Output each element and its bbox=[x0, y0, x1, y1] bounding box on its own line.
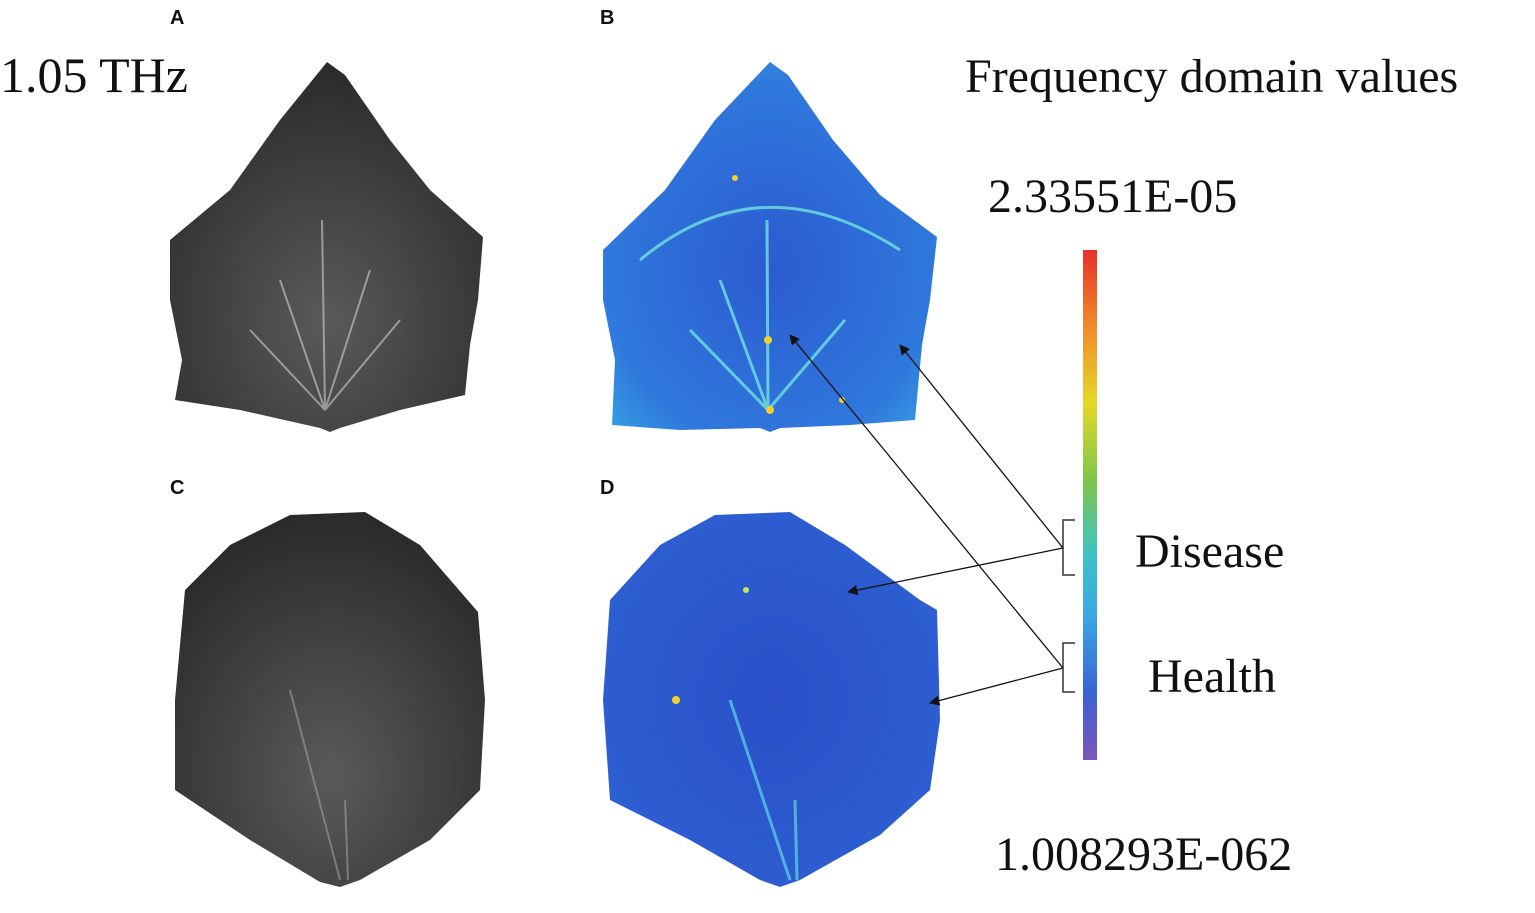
leaf-c bbox=[175, 512, 485, 887]
colorbar-max: 2.33551E-05 bbox=[988, 170, 1237, 223]
colorbar bbox=[1083, 250, 1097, 760]
bracket bbox=[1062, 519, 1075, 576]
panel-label: B bbox=[600, 7, 614, 29]
leaf-b bbox=[603, 62, 937, 432]
panel-label: A bbox=[170, 7, 184, 29]
colorbar-min: 1.008293E-062 bbox=[995, 828, 1292, 881]
panel-label: D bbox=[600, 477, 614, 499]
arrows bbox=[789, 334, 1064, 706]
leaf-d bbox=[603, 512, 940, 887]
disease-label: Disease bbox=[1135, 525, 1284, 578]
bracket bbox=[1062, 642, 1075, 693]
health-label: Health bbox=[1148, 650, 1276, 703]
leaf-a bbox=[170, 62, 483, 432]
frequency-label: 1.05 THz bbox=[0, 47, 188, 103]
colorbar-title: Frequency domain values bbox=[965, 50, 1458, 103]
panel-label: C bbox=[170, 477, 184, 499]
